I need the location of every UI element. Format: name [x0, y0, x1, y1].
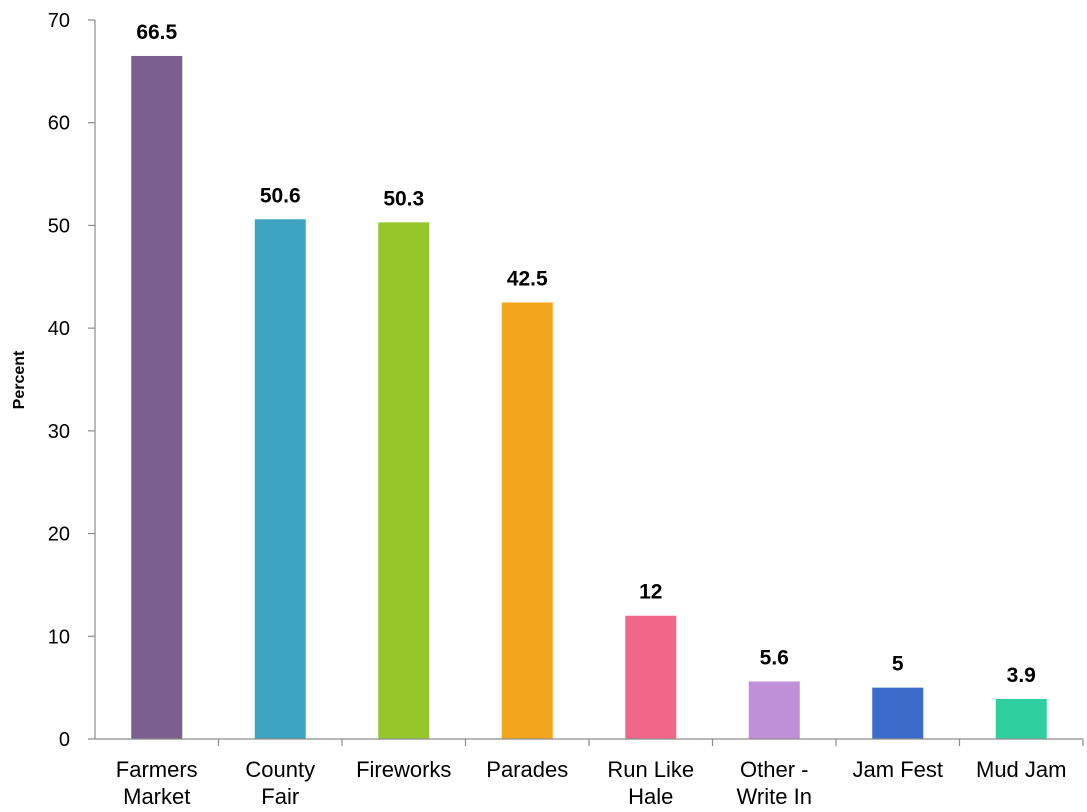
x-category-label: Mud Jam	[976, 757, 1066, 782]
y-axis-title: Percent	[11, 350, 28, 409]
bar-value-label: 3.9	[1007, 664, 1036, 687]
x-category-label-line: Jam Fest	[853, 757, 943, 782]
y-tick-label: 10	[48, 626, 70, 648]
x-axis-ticks	[217, 739, 1084, 746]
bar-value-label: 42.5	[507, 267, 548, 290]
x-category-label-line: Farmers	[116, 757, 198, 782]
x-category-label-line: Parades	[486, 757, 568, 782]
bar	[501, 302, 553, 739]
x-category-label-line: Hale	[628, 784, 673, 809]
y-axis-ticks: 0 10 20 30 40 50 60 70	[48, 10, 95, 751]
value-labels-group: 66.5 50.6 50.3 42.5 12 5.6 5 3.9	[136, 21, 1036, 687]
bar	[378, 222, 430, 739]
y-tick-label: 0	[59, 729, 70, 751]
bars-group	[131, 55, 1047, 739]
bar-value-label: 12	[639, 581, 662, 604]
bar	[995, 698, 1047, 739]
x-category-label-line: Run Like	[607, 757, 694, 782]
x-category-label: County Fair	[245, 757, 315, 809]
bar-value-label: 5	[892, 653, 904, 676]
y-tick-label: 40	[48, 318, 70, 340]
y-tick-label: 30	[48, 421, 70, 443]
x-category-label: Jam Fest	[853, 757, 943, 782]
x-category-label: Other -Write In	[737, 757, 812, 809]
bar	[748, 681, 800, 739]
bar	[625, 615, 677, 739]
y-tick-label: 50	[48, 215, 70, 237]
x-category-label-line: Fair	[261, 784, 299, 809]
x-category-label: Farmers Market	[116, 757, 198, 809]
x-category-label-line: Other -	[740, 757, 808, 782]
bar-value-label: 5.6	[760, 646, 789, 669]
y-tick-label: 20	[48, 524, 70, 546]
bar-value-label: 50.6	[260, 184, 301, 207]
x-category-label-line: Mud Jam	[976, 757, 1066, 782]
bar	[131, 55, 183, 739]
bar-value-label: 66.5	[136, 21, 177, 44]
x-category-label-line: Write In	[737, 784, 812, 809]
bar	[872, 687, 924, 739]
y-tick-label: 70	[48, 10, 70, 32]
bar	[254, 219, 306, 739]
bar-value-label: 50.3	[383, 187, 424, 210]
x-category-label-line: County	[245, 757, 315, 782]
y-tick-label: 60	[48, 113, 70, 135]
x-category-label: Parades	[486, 757, 568, 782]
x-category-label-line: Market	[123, 784, 190, 809]
category-labels-group: Farmers Market County Fair Fireworks Parades R…	[116, 757, 1067, 809]
x-category-label-line: Fireworks	[356, 757, 451, 782]
x-category-label: Run Like Hale	[607, 757, 694, 809]
x-category-label: Fireworks	[356, 757, 451, 782]
